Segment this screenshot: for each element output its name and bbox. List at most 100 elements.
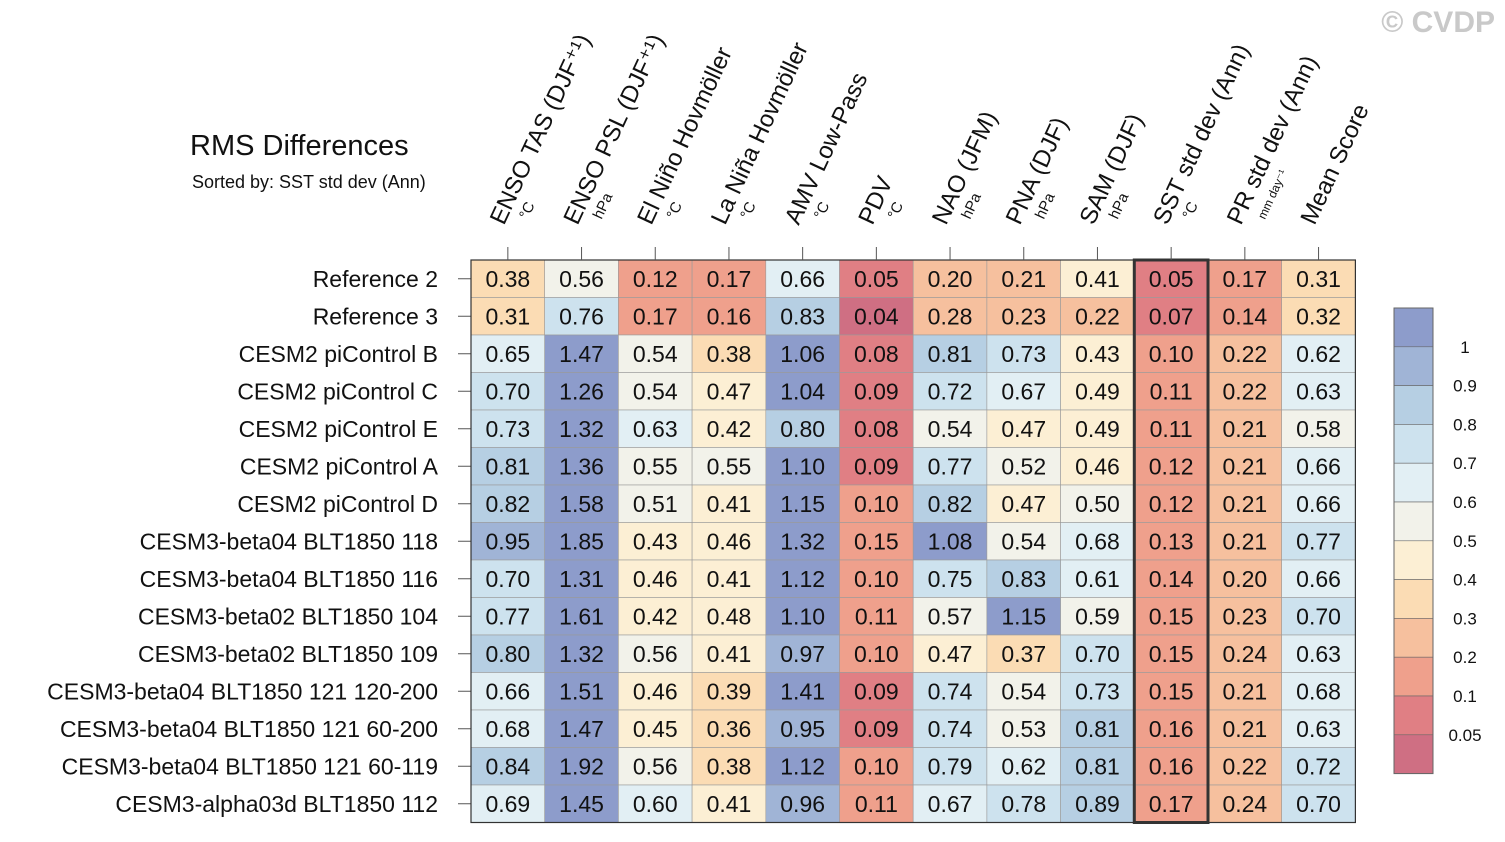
cell-value: 0.52 [1001,453,1046,479]
heatmap-cell [839,597,914,636]
cell-value: 0.38 [485,266,530,292]
cell-value: 0.21 [1222,491,1267,517]
heatmap-cell [839,634,914,673]
cell-value: 0.80 [780,416,825,442]
cell-value: 0.54 [1001,678,1046,704]
cell-value: 0.36 [707,716,752,742]
cell-value: 1.31 [559,566,604,592]
cell-value: 0.66 [780,266,825,292]
cell-value: 0.42 [633,603,678,629]
cell-value: 0.20 [928,266,973,292]
cell-value: 0.11 [855,791,898,817]
heatmap-cell [1207,747,1282,786]
colorbar-swatch [1393,346,1434,386]
column-unit: °C [1179,199,1202,222]
cell-value: 1.51 [559,678,604,704]
cell-value: 1.58 [559,491,604,517]
cell-value: 0.84 [485,753,530,779]
cell-value: 0.66 [1296,491,1341,517]
label-clip [0,260,18,823]
colorbar-border [1393,307,1434,775]
heatmap-cell [691,709,767,748]
heatmap-cell [1134,559,1209,598]
heatmap-cell [618,597,693,636]
heatmap-cell [470,447,545,486]
heatmap-cell [839,747,914,786]
cell-value: 0.15 [1149,641,1194,667]
heatmap-cell [1207,297,1282,336]
cell-value: 0.09 [854,678,899,704]
heatmap-cell [912,409,988,448]
row-label: CESM2 piControl B [239,341,438,367]
heatmap-cell [618,634,693,673]
heatmap-cell [1281,372,1356,411]
cell-value: 0.09 [854,716,899,742]
cell-value: 0.47 [1001,416,1046,442]
heatmap-cell [1207,597,1282,636]
cell-value: 0.62 [1001,753,1046,779]
heatmap-cell [1281,522,1356,561]
cell-value: 1.47 [559,341,604,367]
colorbar-swatch [1393,385,1434,425]
chart-title: RMS Differences [190,130,409,162]
cell-value: 0.10 [854,491,899,517]
cell-value: 0.08 [854,416,899,442]
cell-value: 0.72 [1296,753,1341,779]
colorbar-label: 0.8 [1453,415,1477,434]
cell-value: 0.77 [1296,528,1341,554]
heatmap-cell [986,709,1061,748]
cell-value: 0.66 [485,678,530,704]
heatmap-cell [1060,297,1135,336]
heatmap-cell [986,259,1061,298]
cell-value: 0.09 [854,453,899,479]
heatmap-cell [544,559,619,598]
cell-value: 0.70 [1296,791,1341,817]
heatmap-cell [544,597,619,636]
heatmap-cell [1060,259,1135,298]
colorbar-swatch [1393,656,1434,697]
heatmap-cell [986,297,1061,336]
cell-value: 0.66 [1296,566,1341,592]
cell-value: 0.73 [485,416,530,442]
heatmap-cell [912,259,988,298]
cell-value: 0.46 [633,566,678,592]
heatmap-cell [986,447,1061,486]
heatmap-cell [765,559,840,598]
cell-value: 0.39 [707,678,752,704]
heatmap-cell [1060,634,1135,673]
heatmap-cell [912,372,988,411]
heatmap-cell [618,334,693,373]
heatmap-cell [986,672,1061,711]
cell-value: 0.70 [485,378,530,404]
cell-value: 0.13 [1149,528,1194,554]
cell-value: 0.11 [1150,378,1193,404]
row-label: CESM2 piControl D [237,491,438,517]
cell-value: 1.61 [559,603,604,629]
cell-value: 0.51 [633,491,678,517]
cell-value: 0.08 [854,341,899,367]
cell-value: 1.15 [1001,603,1046,629]
heatmap-cell [912,297,988,336]
heatmap-cell [544,447,619,486]
heatmap-cell [470,297,545,336]
cell-value: 0.95 [485,528,530,554]
heatmap-cell [1134,484,1209,523]
cell-value: 0.41 [1075,266,1120,292]
cell-value: 0.38 [707,341,752,367]
heatmap-cell [1281,672,1356,711]
cell-value: 0.14 [1222,303,1267,329]
colorbar-label: 0.4 [1453,571,1477,590]
cell-value: 0.05 [854,266,899,292]
row-label: CESM2 piControl C [237,378,438,404]
cell-value: 0.82 [928,491,973,517]
heatmap-cell [691,522,767,561]
cell-value: 0.09 [854,378,899,404]
cell-value: 0.63 [1296,378,1341,404]
heatmap-cell [839,709,914,748]
heatmap-cell [618,447,693,486]
heatmap-cell [839,409,914,448]
cell-value: 0.22 [1222,753,1267,779]
heatmap-cell [618,372,693,411]
row-label: CESM3-beta02 BLT1850 109 [138,641,438,667]
cell-value: 0.15 [854,528,899,554]
